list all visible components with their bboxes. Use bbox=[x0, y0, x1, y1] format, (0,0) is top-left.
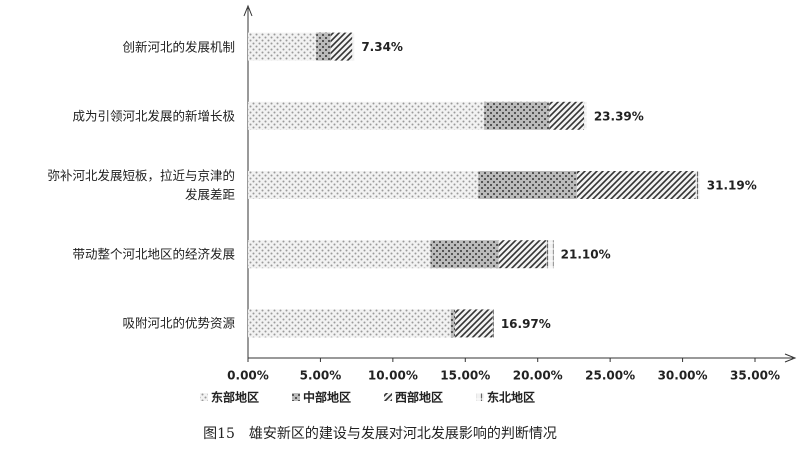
x-tick-label: 25.00% bbox=[585, 369, 635, 383]
legend-swatch bbox=[476, 393, 485, 401]
bar-segment bbox=[478, 171, 577, 199]
bar-segment bbox=[492, 309, 494, 338]
x-tick-label: 20.00% bbox=[513, 369, 563, 383]
bar-segment bbox=[316, 32, 331, 61]
bar-segment bbox=[450, 309, 456, 338]
category-label: 成为引领河北发展的新增长极 bbox=[72, 108, 235, 124]
bar-segment bbox=[584, 101, 587, 130]
x-tick-label: 5.00% bbox=[300, 369, 342, 383]
bar-segment bbox=[248, 32, 317, 61]
total-label: 21.10% bbox=[561, 248, 611, 262]
x-tick-label: 15.00% bbox=[440, 369, 490, 383]
legend-swatch bbox=[200, 393, 208, 401]
category-label: 弥补河北发展短板，拉近与京津的 发展差距 bbox=[47, 168, 235, 202]
x-tick-label: 0.00% bbox=[227, 369, 269, 383]
bar-segment bbox=[546, 240, 554, 269]
y-axis-arrow bbox=[243, 4, 253, 17]
category-label: 创新河北的发展机制 bbox=[122, 39, 235, 55]
bar-segment bbox=[248, 240, 431, 269]
bar-segment bbox=[576, 171, 696, 199]
legend-swatch bbox=[292, 393, 301, 401]
total-label: 16.97% bbox=[501, 317, 551, 331]
legend-label: 中部地区 bbox=[303, 390, 351, 405]
bar-segment bbox=[248, 101, 485, 130]
legend-label: 东北地区 bbox=[487, 390, 535, 405]
bar-segment bbox=[695, 171, 700, 199]
bar-segment bbox=[549, 101, 585, 130]
x-axis-arrow bbox=[784, 353, 797, 363]
category-label: 吸附河北的优势资源 bbox=[122, 315, 235, 331]
caption: 图15 雄安新区的建设与发展对河北发展影响的判断情况 bbox=[203, 426, 557, 442]
bar-segment bbox=[484, 101, 550, 130]
total-label: 7.34% bbox=[361, 40, 403, 54]
bar-segment bbox=[430, 240, 499, 269]
legend-label: 西部地区 bbox=[395, 390, 443, 405]
bar-segment bbox=[352, 32, 355, 61]
bar-segment bbox=[330, 32, 353, 61]
total-label: 23.39% bbox=[594, 109, 644, 123]
category-label: 带动整个河北地区的经济发展 bbox=[72, 246, 235, 262]
bar-segment bbox=[498, 240, 547, 269]
bar-segment bbox=[248, 171, 479, 199]
legend-swatch bbox=[384, 393, 393, 401]
total-label: 31.19% bbox=[707, 179, 757, 193]
bar-segment bbox=[455, 309, 493, 338]
x-tick-label: 35.00% bbox=[730, 369, 780, 383]
legend-label: 东部地区 bbox=[211, 390, 259, 405]
bar-segment bbox=[248, 309, 451, 338]
x-tick-label: 10.00% bbox=[368, 369, 418, 383]
x-tick-label: 30.00% bbox=[658, 369, 708, 383]
